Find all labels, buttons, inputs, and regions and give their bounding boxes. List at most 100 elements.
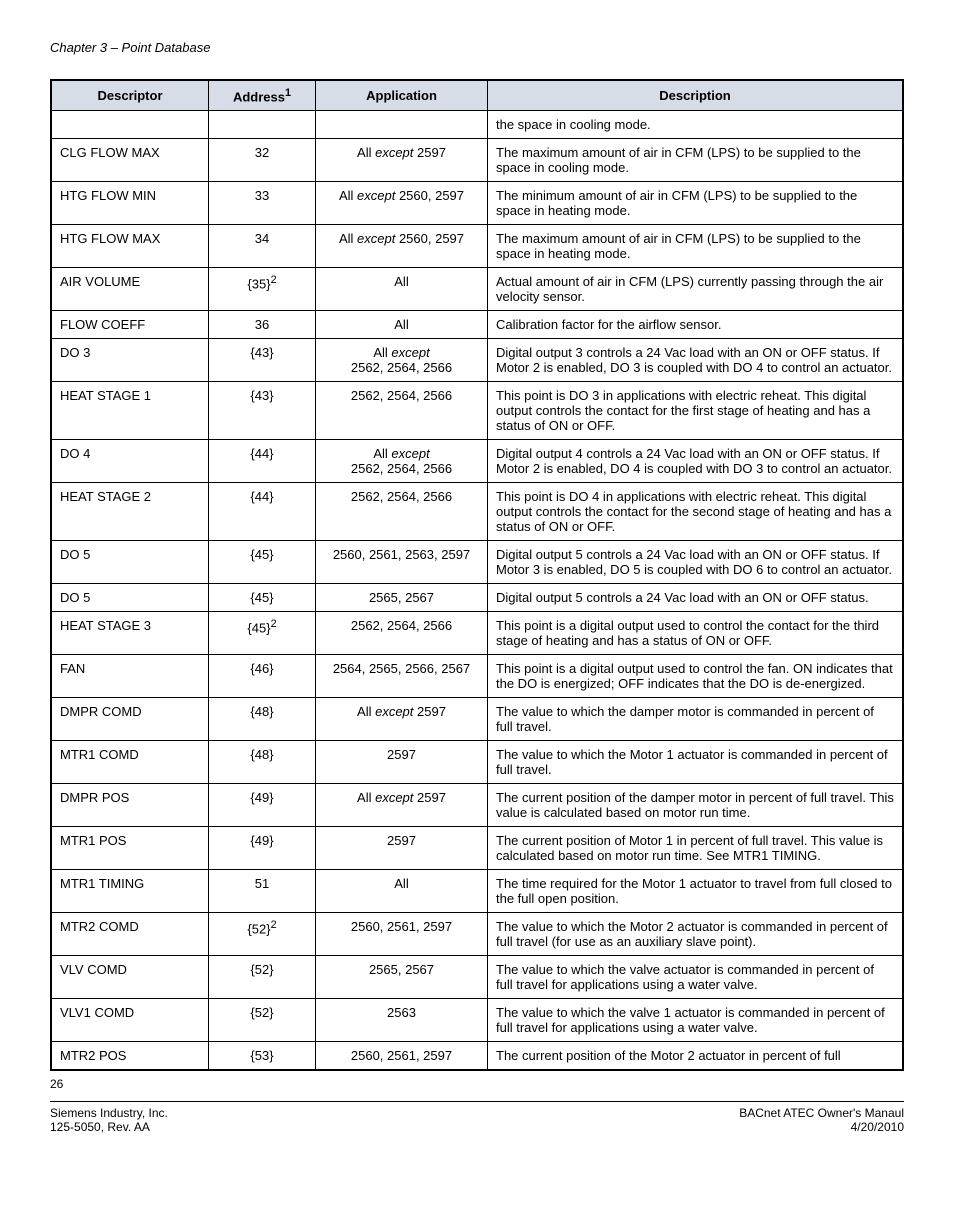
cell-description: The time required for the Motor 1 actuat…: [488, 870, 904, 913]
cell-descriptor: VLV1 COMD: [51, 999, 209, 1042]
cell-address: {53}: [209, 1042, 316, 1071]
table-row: DO 4{44}All except2562, 2564, 2566Digita…: [51, 440, 903, 483]
table-row: DO 5{45}2560, 2561, 2563, 2597Digital ou…: [51, 541, 903, 584]
table-row: MTR2 COMD{52}22560, 2561, 2597The value …: [51, 913, 903, 956]
page-number: 26: [50, 1077, 904, 1091]
cell-description: The value to which the Motor 2 actuator …: [488, 913, 904, 956]
table-row: AIR VOLUME{35}2AllActual amount of air i…: [51, 268, 903, 311]
cell-description: The maximum amount of air in CFM (LPS) t…: [488, 139, 904, 182]
cell-description: The current position of the damper motor…: [488, 784, 904, 827]
cell-descriptor: DO 5: [51, 584, 209, 612]
cell-address: {48}: [209, 698, 316, 741]
cell-application: 2597: [316, 741, 488, 784]
cell-application: 2560, 2561, 2597: [316, 913, 488, 956]
cell-descriptor: MTR1 COMD: [51, 741, 209, 784]
footer-company: Siemens Industry, Inc.: [50, 1106, 168, 1120]
column-header-application: Application: [316, 80, 488, 111]
cell-application: All except 2597: [316, 139, 488, 182]
table-row: DMPR POS{49}All except 2597The current p…: [51, 784, 903, 827]
cell-description: Digital output 4 controls a 24 Vac load …: [488, 440, 904, 483]
table-row: CLG FLOW MAX32All except 2597The maximum…: [51, 139, 903, 182]
cell-description: The current position of Motor 1 in perce…: [488, 827, 904, 870]
cell-description: Digital output 3 controls a 24 Vac load …: [488, 339, 904, 382]
cell-address: {44}: [209, 483, 316, 541]
cell-address: {44}: [209, 440, 316, 483]
cell-application: 2562, 2564, 2566: [316, 612, 488, 655]
table-row: the space in cooling mode.: [51, 111, 903, 139]
cell-descriptor: DO 5: [51, 541, 209, 584]
cell-address: {35}2: [209, 268, 316, 311]
cell-application: All except2562, 2564, 2566: [316, 339, 488, 382]
cell-application: 2560, 2561, 2597: [316, 1042, 488, 1071]
cell-description: The maximum amount of air in CFM (LPS) t…: [488, 225, 904, 268]
cell-address: 32: [209, 139, 316, 182]
cell-descriptor: CLG FLOW MAX: [51, 139, 209, 182]
cell-application: All except 2560, 2597: [316, 225, 488, 268]
cell-description: The minimum amount of air in CFM (LPS) t…: [488, 182, 904, 225]
table-row: HEAT STAGE 3{45}22562, 2564, 2566This po…: [51, 612, 903, 655]
cell-address: 34: [209, 225, 316, 268]
cell-descriptor: [51, 111, 209, 139]
address-label: Address: [233, 89, 285, 104]
cell-descriptor: HEAT STAGE 3: [51, 612, 209, 655]
footer-date: 4/20/2010: [739, 1120, 904, 1134]
cell-application: All except 2560, 2597: [316, 182, 488, 225]
cell-descriptor: DO 3: [51, 339, 209, 382]
cell-address: {45}: [209, 541, 316, 584]
cell-descriptor: HTG FLOW MAX: [51, 225, 209, 268]
table-row: HTG FLOW MAX34All except 2560, 2597The m…: [51, 225, 903, 268]
cell-application: All except 2597: [316, 784, 488, 827]
cell-descriptor: HEAT STAGE 1: [51, 382, 209, 440]
cell-address: {48}: [209, 741, 316, 784]
cell-descriptor: VLV COMD: [51, 956, 209, 999]
footer-docnum: 125-5050, Rev. AA: [50, 1120, 168, 1134]
cell-description: The value to which the valve 1 actuator …: [488, 999, 904, 1042]
cell-address: 33: [209, 182, 316, 225]
cell-application: 2565, 2567: [316, 956, 488, 999]
cell-application: 2565, 2567: [316, 584, 488, 612]
cell-descriptor: DMPR COMD: [51, 698, 209, 741]
cell-description: This point is a digital output used to c…: [488, 612, 904, 655]
cell-description: This point is DO 4 in applications with …: [488, 483, 904, 541]
cell-address: {49}: [209, 827, 316, 870]
table-row: MTR1 COMD{48}2597The value to which the …: [51, 741, 903, 784]
cell-description: The value to which the valve actuator is…: [488, 956, 904, 999]
table-row: HEAT STAGE 1{43}2562, 2564, 2566This poi…: [51, 382, 903, 440]
cell-description: This point is a digital output used to c…: [488, 655, 904, 698]
page-footer: Siemens Industry, Inc. 125-5050, Rev. AA…: [50, 1101, 904, 1134]
cell-descriptor: MTR2 POS: [51, 1042, 209, 1071]
cell-application: 2562, 2564, 2566: [316, 483, 488, 541]
cell-description: Digital output 5 controls a 24 Vac load …: [488, 541, 904, 584]
cell-address: [209, 111, 316, 139]
cell-description: This point is DO 3 in applications with …: [488, 382, 904, 440]
column-header-address: Address1: [209, 80, 316, 111]
cell-application: 2563: [316, 999, 488, 1042]
cell-application: 2597: [316, 827, 488, 870]
cell-description: Calibration factor for the airflow senso…: [488, 311, 904, 339]
table-row: FAN{46}2564, 2565, 2566, 2567This point …: [51, 655, 903, 698]
cell-address: {45}2: [209, 612, 316, 655]
cell-application: All except2562, 2564, 2566: [316, 440, 488, 483]
cell-address: {46}: [209, 655, 316, 698]
cell-application: All except 2597: [316, 698, 488, 741]
cell-application: [316, 111, 488, 139]
chapter-header: Chapter 3 – Point Database: [50, 40, 904, 55]
cell-descriptor: AIR VOLUME: [51, 268, 209, 311]
cell-application: All: [316, 268, 488, 311]
cell-application: All: [316, 311, 488, 339]
cell-descriptor: FLOW COEFF: [51, 311, 209, 339]
table-row: MTR2 POS{53}2560, 2561, 2597The current …: [51, 1042, 903, 1071]
cell-descriptor: MTR1 POS: [51, 827, 209, 870]
cell-address: 36: [209, 311, 316, 339]
cell-description: Actual amount of air in CFM (LPS) curren…: [488, 268, 904, 311]
cell-address: 51: [209, 870, 316, 913]
cell-description: The current position of the Motor 2 actu…: [488, 1042, 904, 1071]
cell-address: {52}2: [209, 913, 316, 956]
cell-address: {43}: [209, 382, 316, 440]
table-row: DO 5{45}2565, 2567Digital output 5 contr…: [51, 584, 903, 612]
table-row: FLOW COEFF36AllCalibration factor for th…: [51, 311, 903, 339]
footer-title: BACnet ATEC Owner's Manaul: [739, 1106, 904, 1120]
table-row: DMPR COMD{48}All except 2597The value to…: [51, 698, 903, 741]
cell-description: Digital output 5 controls a 24 Vac load …: [488, 584, 904, 612]
address-sup: 1: [285, 87, 291, 99]
